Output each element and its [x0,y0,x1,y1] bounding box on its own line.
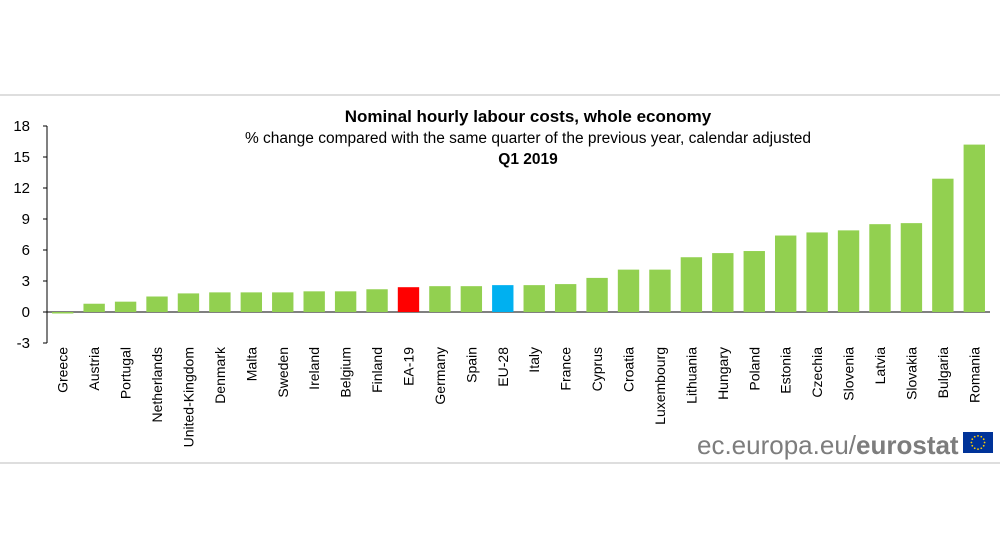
bar-malta [240,292,263,312]
x-tick-label: Sweden [275,347,291,398]
bar-czechia [806,232,828,312]
bar-sweden [272,292,294,312]
x-tick-label: Croatia [621,347,637,392]
bar-spain [460,286,483,312]
bar-bulgaria [932,178,954,312]
x-tick-label: Greece [55,347,71,393]
x-tick-label: Spain [463,347,479,383]
x-tick-label: Italy [526,347,542,373]
y-tick-label: 15 [13,149,30,166]
x-tick-label: France [558,347,574,391]
y-tick-label: 9 [22,211,30,228]
flag-star [973,435,976,438]
x-tick-label: Ireland [306,347,322,390]
bar-slovenia [837,230,860,312]
x-axis-labels: Greece Austria Portugal Netherlands United-K… [55,346,983,447]
x-tick-label: Czechia [809,347,825,398]
source-domain-text: ec.europa.eu/ [697,430,857,460]
x-tick-label: Latvia [872,347,888,385]
bar-italy [523,285,545,312]
bar-austria [83,303,105,312]
x-tick-label: Slovenia [841,347,857,401]
bar-united-kingdom [177,293,200,312]
x-tick-label: Lithuania [683,347,699,404]
flag-star [971,444,974,447]
bar-greece [52,312,74,314]
bar-portugal [114,301,137,312]
x-tick-label: Estonia [778,347,794,394]
flag-star [977,448,979,450]
flag-star [973,447,976,450]
x-tick-label: Denmark [212,346,228,404]
flag-star [977,435,979,437]
x-tick-label: Luxembourg [652,347,668,425]
x-tick-label: United-Kingdom [180,347,196,447]
bar-france [554,284,577,312]
x-tick-label: Germany [432,347,448,405]
x-tick-label: Poland [746,347,762,391]
bar-cyprus [586,277,608,312]
x-tick-label: EU-28 [495,347,511,387]
x-tick-label: Malta [243,347,259,381]
source-logo: ec.europa.eu/eurostat [697,430,993,460]
x-tick-label: Austria [86,347,102,391]
chart-title: Nominal hourly labour costs, whole econo… [345,107,712,126]
x-tick-label: Romania [966,347,982,403]
bar-romania [963,144,985,312]
x-tick-label: Finland [369,347,385,393]
bar-slovakia [900,223,923,312]
x-tick-label: Portugal [118,347,134,399]
flag-star [980,447,983,450]
y-tick-label: 6 [22,242,30,259]
chart-subtitle: % change compared with the same quarter … [245,130,811,147]
flag-star [983,441,986,444]
flag-star [980,435,983,438]
x-tick-label: Netherlands [149,347,165,423]
bar-netherlands [146,296,168,312]
y-tick-label: -3 [17,335,30,352]
bar-eu-28 [492,285,514,312]
source-brand-text: eurostat [856,430,959,460]
bar-denmark [209,292,231,312]
bars-group [52,144,985,314]
bar-hungary [712,253,734,312]
y-tick-label: 18 [13,118,30,135]
flag-star [982,438,985,441]
bar-finland [366,289,388,312]
x-tick-label: Slovakia [903,347,919,400]
bar-luxembourg [649,269,671,312]
x-tick-label: Belgium [338,347,354,398]
chart-period: Q1 2019 [498,151,558,168]
bar-poland [743,251,765,312]
x-tick-label: Cyprus [589,347,605,391]
y-tick-label: 3 [22,273,30,290]
bar-belgium [334,291,357,312]
x-tick-label: EA-19 [400,347,416,386]
eu-flag-icon [963,432,993,453]
bar-ea-19 [397,287,420,312]
y-axis: -3 0 3 6 9 12 15 18 [13,118,990,352]
source-domain: ec.europa.eu/eurostat [697,430,959,460]
bar-latvia [869,224,891,312]
bar-croatia [617,269,640,312]
flag-star [970,441,973,444]
x-tick-label: Bulgaria [935,347,951,399]
bar-estonia [774,235,797,312]
bar-germany [429,286,451,312]
y-tick-label: 0 [22,304,30,321]
bar-ireland [303,291,325,312]
bar-lithuania [680,257,703,312]
flag-star [971,438,974,441]
y-tick-label: 12 [13,180,30,197]
x-tick-label: Hungary [715,347,731,400]
flag-star [982,444,985,447]
